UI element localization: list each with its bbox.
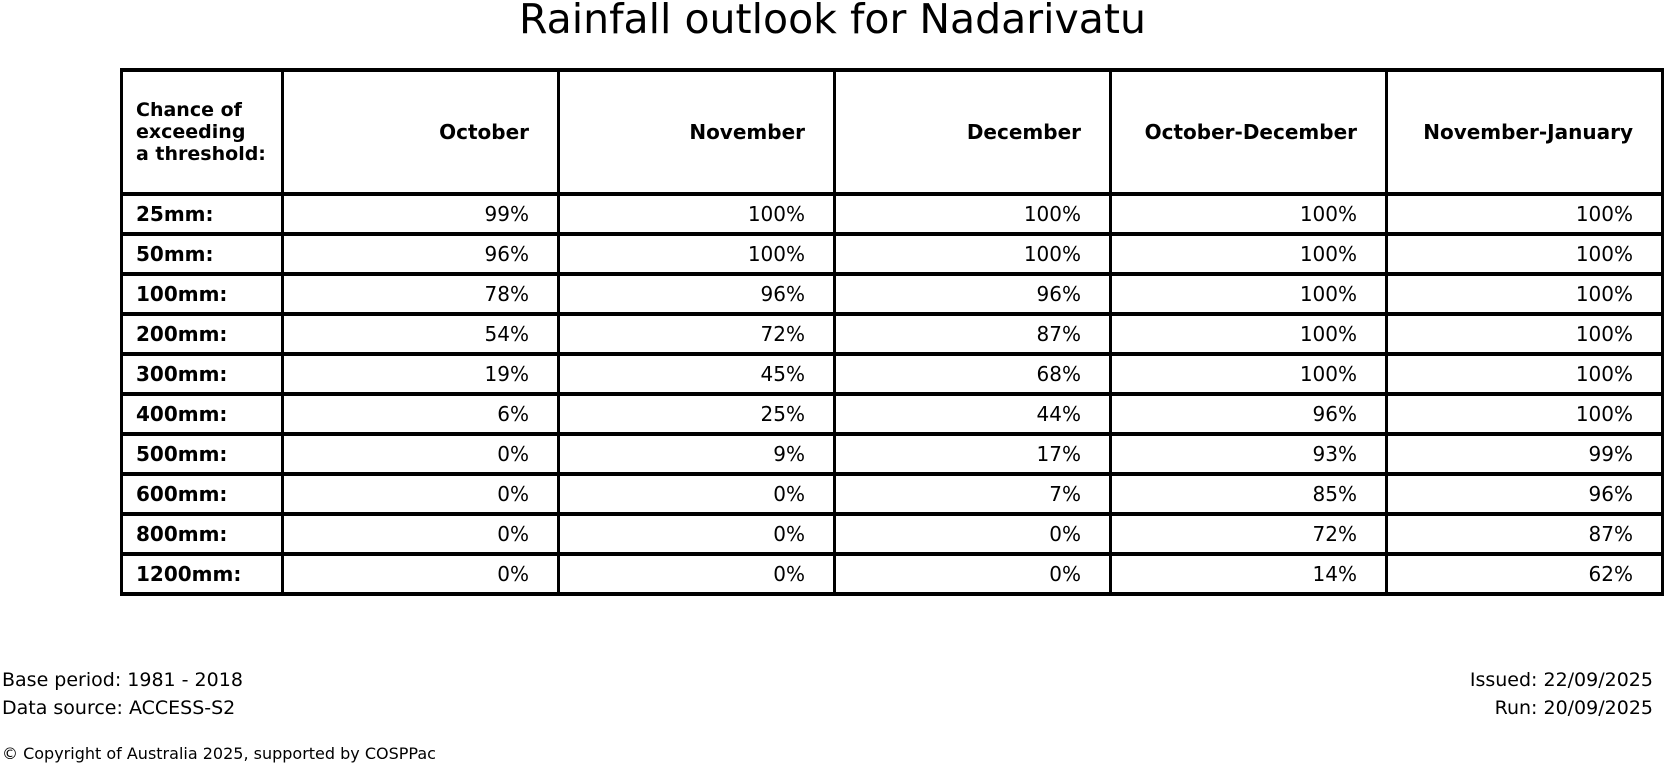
probability-value: 7% bbox=[833, 472, 1112, 516]
threshold-label: 500mm: bbox=[120, 432, 284, 476]
probability-value: 9% bbox=[557, 432, 836, 476]
probability-value: 100% bbox=[557, 192, 836, 236]
probability-value: 96% bbox=[1385, 472, 1664, 516]
rainfall-outlook-table: Chance of exceeding a threshold: October… bbox=[120, 68, 1664, 596]
probability-value: 100% bbox=[833, 232, 1112, 276]
copyright-text: © Copyright of Australia 2025, supported… bbox=[2, 744, 436, 763]
column-header-november-january: November-January bbox=[1385, 68, 1664, 196]
base-period-text: Base period: 1981 - 2018 bbox=[2, 669, 243, 691]
probability-value: 0% bbox=[281, 472, 560, 516]
threshold-label: 1200mm: bbox=[120, 552, 284, 596]
threshold-label: 600mm: bbox=[120, 472, 284, 516]
table-row: 300mm: 19% 45% 68% 100% 100% bbox=[120, 352, 1664, 396]
probability-value: 93% bbox=[1109, 432, 1388, 476]
probability-value: 0% bbox=[833, 512, 1112, 556]
probability-value: 100% bbox=[1385, 312, 1664, 356]
probability-value: 100% bbox=[1109, 312, 1388, 356]
probability-value: 100% bbox=[1109, 232, 1388, 276]
probability-value: 96% bbox=[833, 272, 1112, 316]
probability-value: 19% bbox=[281, 352, 560, 396]
corner-header-line: Chance of bbox=[136, 99, 242, 121]
probability-value: 6% bbox=[281, 392, 560, 436]
probability-value: 0% bbox=[833, 552, 1112, 596]
probability-value: 100% bbox=[557, 232, 836, 276]
probability-value: 72% bbox=[1109, 512, 1388, 556]
threshold-label: 400mm: bbox=[120, 392, 284, 436]
probability-value: 99% bbox=[281, 192, 560, 236]
table-row: 800mm: 0% 0% 0% 72% 87% bbox=[120, 512, 1664, 556]
probability-value: 45% bbox=[557, 352, 836, 396]
probability-value: 100% bbox=[1385, 392, 1664, 436]
probability-value: 62% bbox=[1385, 552, 1664, 596]
table-row: 500mm: 0% 9% 17% 93% 99% bbox=[120, 432, 1664, 476]
corner-header-line: exceeding bbox=[136, 121, 246, 143]
corner-header-line: a threshold: bbox=[136, 143, 266, 165]
probability-value: 100% bbox=[1385, 192, 1664, 236]
corner-header: Chance of exceeding a threshold: bbox=[120, 68, 284, 196]
probability-value: 96% bbox=[281, 232, 560, 276]
column-header-november: November bbox=[557, 68, 836, 196]
table-row: 100mm: 78% 96% 96% 100% 100% bbox=[120, 272, 1664, 316]
probability-value: 100% bbox=[1385, 352, 1664, 396]
probability-value: 96% bbox=[1109, 392, 1388, 436]
column-header-october: October bbox=[281, 68, 560, 196]
threshold-label: 100mm: bbox=[120, 272, 284, 316]
probability-value: 78% bbox=[281, 272, 560, 316]
probability-value: 25% bbox=[557, 392, 836, 436]
threshold-label: 300mm: bbox=[120, 352, 284, 396]
probability-value: 100% bbox=[833, 192, 1112, 236]
threshold-label: 200mm: bbox=[120, 312, 284, 356]
probability-value: 99% bbox=[1385, 432, 1664, 476]
probability-value: 100% bbox=[1109, 192, 1388, 236]
probability-value: 72% bbox=[557, 312, 836, 356]
table-row: 25mm: 99% 100% 100% 100% 100% bbox=[120, 192, 1664, 236]
footer-right: Issued: 22/09/2025 Run: 20/09/2025 bbox=[1470, 666, 1653, 722]
probability-value: 0% bbox=[281, 552, 560, 596]
probability-value: 0% bbox=[557, 552, 836, 596]
probability-value: 14% bbox=[1109, 552, 1388, 596]
data-source-text: Data source: ACCESS-S2 bbox=[2, 697, 236, 719]
threshold-label: 800mm: bbox=[120, 512, 284, 556]
probability-value: 100% bbox=[1109, 352, 1388, 396]
table-row: 600mm: 0% 0% 7% 85% 96% bbox=[120, 472, 1664, 516]
page-title: Rainfall outlook for Nadarivatu bbox=[519, 0, 1146, 43]
run-text: Run: 20/09/2025 bbox=[1494, 697, 1653, 719]
probability-value: 87% bbox=[1385, 512, 1664, 556]
table-row: 400mm: 6% 25% 44% 96% 100% bbox=[120, 392, 1664, 436]
probability-value: 100% bbox=[1109, 272, 1388, 316]
probability-value: 100% bbox=[1385, 232, 1664, 276]
probability-value: 44% bbox=[833, 392, 1112, 436]
probability-value: 0% bbox=[281, 432, 560, 476]
probability-value: 68% bbox=[833, 352, 1112, 396]
table-row: 1200mm: 0% 0% 0% 14% 62% bbox=[120, 552, 1664, 596]
probability-value: 0% bbox=[557, 472, 836, 516]
table-row: 50mm: 96% 100% 100% 100% 100% bbox=[120, 232, 1664, 276]
table-row: 200mm: 54% 72% 87% 100% 100% bbox=[120, 312, 1664, 356]
probability-value: 85% bbox=[1109, 472, 1388, 516]
table-body: 25mm: 99% 100% 100% 100% 100% 50mm: 96% 100% 100%… bbox=[120, 192, 1664, 596]
column-header-october-december: October-December bbox=[1109, 68, 1388, 196]
threshold-label: 50mm: bbox=[120, 232, 284, 276]
probability-value: 96% bbox=[557, 272, 836, 316]
probability-value: 54% bbox=[281, 312, 560, 356]
probability-value: 17% bbox=[833, 432, 1112, 476]
probability-value: 87% bbox=[833, 312, 1112, 356]
threshold-label: 25mm: bbox=[120, 192, 284, 236]
column-header-december: December bbox=[833, 68, 1112, 196]
header-row: Chance of exceeding a threshold: October… bbox=[120, 68, 1664, 196]
probability-value: 0% bbox=[557, 512, 836, 556]
issued-text: Issued: 22/09/2025 bbox=[1469, 669, 1653, 691]
footer-left: Base period: 1981 - 2018 Data source: AC… bbox=[2, 666, 243, 722]
probability-value: 0% bbox=[281, 512, 560, 556]
probability-value: 100% bbox=[1385, 272, 1664, 316]
